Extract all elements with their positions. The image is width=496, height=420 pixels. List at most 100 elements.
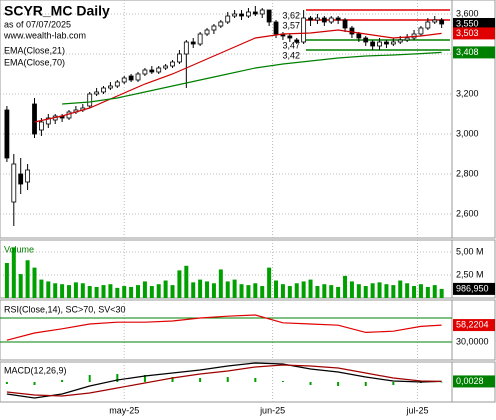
candle-body [32,103,37,135]
series-line [6,364,442,397]
candle-body [418,27,424,35]
y-tick-label: 2,600 [456,208,479,218]
candle-body [321,17,327,23]
candle-body [342,19,348,29]
series-line [62,51,442,105]
y-tick-label: 30,0000 [456,336,489,346]
volume-bar [432,285,437,298]
volume-bar [280,284,285,298]
candle-body [39,121,44,131]
candle-body [315,17,320,21]
candle-body [45,117,51,125]
volume-bar [136,285,141,298]
last-value-box [453,282,495,295]
last-value-label: 0,0028 [456,376,484,386]
candle-body [259,9,265,15]
candle-body [142,69,148,75]
volume-bar [225,281,230,298]
legend-entry: EMA(Close,70) [4,57,65,67]
candle-body [128,75,134,81]
volume-bar [315,286,320,298]
axis-area [451,0,496,239]
histogram-bar [33,382,36,385]
histogram-bar [281,381,284,382]
volume-bar [4,263,9,298]
volume-bar [218,269,223,298]
volume-bar [149,286,154,298]
series-line [6,314,442,341]
level-label: 3,42 [282,50,300,60]
histogram-bar [309,382,312,385]
pane-title: MACD(12,26,9) [4,365,67,375]
candle-body [121,77,127,83]
histogram-bar [171,377,174,382]
candle-body [356,33,362,39]
candle-body [218,21,224,27]
last-value-box [453,319,495,332]
y-tick-label: 3,200 [456,88,479,98]
y-tick-label: 3,000 [456,128,479,138]
volume-bar [418,284,423,298]
candle-body [239,13,244,17]
volume-bar [129,286,134,298]
volume-bar [87,286,92,298]
volume-bar [239,284,244,298]
candle-body [170,61,175,67]
candle-body [135,73,141,81]
x-tick-label: jul-25 [405,405,428,415]
last-value-box [453,27,495,40]
volume-bar [198,279,203,298]
last-value-label: 3,550 [456,18,479,28]
y-tick-label: 2,800 [456,168,479,178]
histogram-bar [143,375,146,382]
volume-bar [177,270,182,298]
histogram-bar [392,382,395,385]
volume-bar [53,283,58,298]
volume-bar [80,283,85,298]
volume-bar [163,280,168,298]
candle-body [308,17,313,21]
volume-bar [191,282,196,298]
subtitle: as of 07/07/2025 [4,19,71,29]
pane-title: RSI(Close,14), SC>70, SV<30 [4,304,126,314]
level-label: 3,47 [282,40,300,50]
last-value-label: 986,950 [456,283,489,293]
volume-bar [363,286,368,298]
candle-body [177,53,182,63]
volume-bar [115,287,120,298]
volume-bar [370,283,375,298]
histogram-bar [116,374,119,382]
candle-body [94,91,100,95]
legend-entry: EMA(Close,21) [4,45,65,55]
histogram-bar [88,375,91,382]
level-label: 3,62 [282,10,300,20]
volume-bar [73,282,78,298]
pane-title: Volume [4,244,34,254]
last-value-label: 3,408 [456,47,479,57]
volume-bar [384,284,389,298]
last-value-label: 3,503 [456,28,479,38]
candle-body [156,67,162,73]
series-line [34,29,442,123]
volume-bar [94,286,99,298]
y-tick-label: 3,600 [456,8,479,18]
histogram-bar [61,380,64,382]
volume-bar [39,279,44,298]
volume-bar [308,279,313,298]
histogram-bar [364,382,367,386]
volume-bar [142,281,147,298]
candle-body [211,25,217,31]
volume-bar [398,280,403,298]
candle-body [246,11,251,17]
last-value-box [453,375,495,388]
volume-bar [156,284,161,298]
candle-body [432,19,438,23]
volume-bar [60,284,65,298]
candle-body [301,17,307,43]
candle-body [149,69,155,73]
candle-body [390,41,396,45]
volume-bar [260,286,265,298]
volume-bar [356,284,361,298]
candle-body [294,39,300,43]
candle-body [328,17,334,23]
